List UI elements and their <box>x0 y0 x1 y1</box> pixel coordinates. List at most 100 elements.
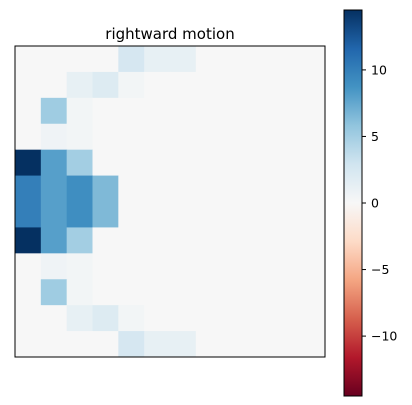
heatmap-cell <box>196 150 222 176</box>
heatmap-cell <box>41 124 67 150</box>
heatmap-cell <box>15 124 41 150</box>
heatmap-cell <box>93 46 119 72</box>
heatmap-cell <box>41 331 67 357</box>
heatmap-cell <box>144 72 170 98</box>
heatmap-cell <box>299 124 325 150</box>
heatmap-cell <box>144 279 170 305</box>
heatmap-cell <box>299 227 325 253</box>
heatmap-cell <box>118 124 144 150</box>
heatmap-cell <box>67 331 93 357</box>
heatmap-cell <box>222 46 248 72</box>
heatmap-cell <box>299 279 325 305</box>
heatmap-cell <box>93 98 119 124</box>
heatmap-cell <box>67 46 93 72</box>
heatmap-cell <box>248 331 274 357</box>
heatmap-cell <box>93 331 119 357</box>
heatmap-grid <box>15 46 326 358</box>
heatmap-cell <box>248 98 274 124</box>
heatmap-cell <box>170 46 196 72</box>
heatmap-cell <box>299 305 325 331</box>
heatmap-cell <box>299 176 325 202</box>
heatmap-cell <box>170 331 196 357</box>
heatmap-cell <box>196 46 222 72</box>
heatmap-cell <box>222 98 248 124</box>
heatmap-cell <box>67 98 93 124</box>
heatmap-cell <box>118 253 144 279</box>
heatmap-cell <box>299 253 325 279</box>
heatmap-cell <box>41 98 67 124</box>
heatmap-cell <box>222 150 248 176</box>
heatmap-cell <box>170 98 196 124</box>
heatmap-cell <box>144 98 170 124</box>
heatmap-cell <box>15 176 41 202</box>
heatmap-cell <box>144 124 170 150</box>
heatmap-cell <box>196 124 222 150</box>
heatmap-cell <box>15 72 41 98</box>
heatmap-cell <box>222 124 248 150</box>
heatmap-cell <box>273 98 299 124</box>
heatmap-cell <box>248 202 274 228</box>
heatmap-cell <box>118 305 144 331</box>
heatmap-cell <box>170 227 196 253</box>
heatmap-cell <box>273 227 299 253</box>
heatmap-cell <box>67 124 93 150</box>
heatmap-cell <box>118 227 144 253</box>
heatmap-cell <box>93 124 119 150</box>
heatmap-cell <box>144 331 170 357</box>
heatmap-cell <box>118 176 144 202</box>
heatmap-cell <box>248 46 274 72</box>
heatmap-cell <box>248 72 274 98</box>
heatmap-cell <box>118 46 144 72</box>
heatmap-cell <box>41 202 67 228</box>
colorbar-ticks: 10 5 0 −5 −10 <box>362 62 397 343</box>
heatmap-cell <box>41 176 67 202</box>
heatmap-cell <box>222 202 248 228</box>
heatmap-cell <box>170 176 196 202</box>
heatmap-cell <box>273 202 299 228</box>
heatmap-cell <box>248 124 274 150</box>
heatmap-cell <box>41 279 67 305</box>
heatmap-cell <box>144 176 170 202</box>
heatmap-cell <box>93 150 119 176</box>
heatmap-cell <box>196 176 222 202</box>
heatmap-cell <box>196 253 222 279</box>
colorbar <box>344 10 362 396</box>
heatmap-cell <box>93 176 119 202</box>
heatmap-cell <box>248 305 274 331</box>
heatmap-cell <box>15 305 41 331</box>
heatmap-cell <box>273 46 299 72</box>
heatmap-cell <box>67 150 93 176</box>
heatmap-cell <box>170 305 196 331</box>
heatmap-cell <box>93 227 119 253</box>
heatmap-cell <box>273 305 299 331</box>
heatmap-cell <box>170 124 196 150</box>
heatmap-cell <box>222 305 248 331</box>
heatmap-cell <box>41 46 67 72</box>
heatmap-cell <box>273 72 299 98</box>
heatmap-cell <box>222 227 248 253</box>
heatmap-cell <box>41 150 67 176</box>
heatmap-cell <box>144 253 170 279</box>
heatmap-cell <box>248 253 274 279</box>
heatmap-cell <box>170 72 196 98</box>
colorbar-tick-label: −10 <box>371 329 397 344</box>
heatmap-cell <box>15 150 41 176</box>
colorbar-tick-label: 5 <box>371 129 379 144</box>
heatmap-cell <box>299 331 325 357</box>
heatmap-cell <box>118 72 144 98</box>
heatmap-cell <box>67 305 93 331</box>
heatmap-cell <box>196 279 222 305</box>
heatmap-cell <box>248 279 274 305</box>
colorbar-tick-label: 10 <box>371 62 387 77</box>
heatmap-cell <box>222 72 248 98</box>
heatmap-cell <box>93 202 119 228</box>
heatmap-cell <box>93 72 119 98</box>
heatmap-cell <box>15 279 41 305</box>
heatmap-cell <box>299 72 325 98</box>
heatmap-cell <box>118 202 144 228</box>
heatmap-cell <box>67 176 93 202</box>
chart-title: rightward motion <box>105 25 234 43</box>
heatmap-cell <box>41 253 67 279</box>
heatmap-cell <box>170 253 196 279</box>
heatmap-cell <box>248 227 274 253</box>
